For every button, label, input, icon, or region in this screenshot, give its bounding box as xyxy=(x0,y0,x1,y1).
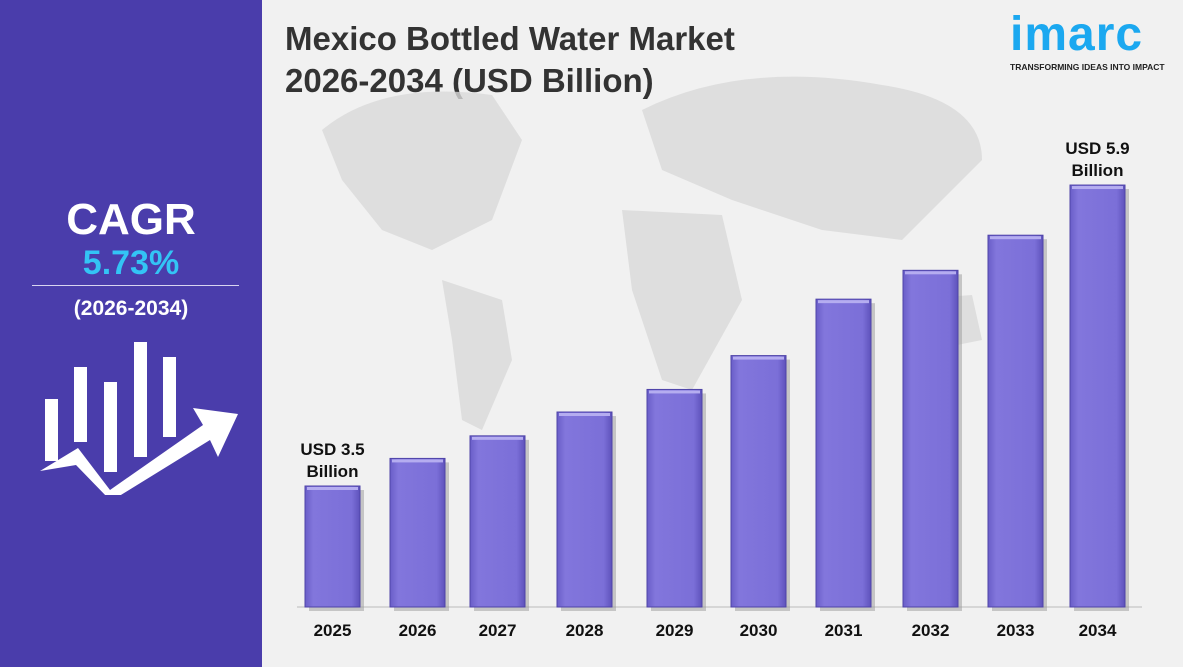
divider xyxy=(32,285,239,286)
chart-title-line-1: Mexico Bottled Water Market xyxy=(285,20,735,57)
data-label: USD 3.5 xyxy=(300,440,364,459)
x-tick-label: 2028 xyxy=(566,621,604,640)
data-label: Billion xyxy=(307,462,359,481)
growth-chart-arrow-icon xyxy=(40,342,238,495)
bar-highlight xyxy=(649,390,700,394)
bar-2033 xyxy=(987,234,1044,608)
logo-tagline: TRANSFORMING IDEAS INTO IMPACT xyxy=(1010,62,1165,72)
bar-highlight xyxy=(392,459,443,463)
bar-2025 xyxy=(304,485,361,608)
x-tick-label: 2032 xyxy=(912,621,950,640)
imarc-logo: imarc TRANSFORMING IDEAS INTO IMPACT xyxy=(1010,8,1170,73)
logo-word: imarc xyxy=(1010,8,1144,61)
x-tick-label: 2027 xyxy=(479,621,517,640)
bar-highlight xyxy=(733,356,784,360)
bar-highlight xyxy=(818,300,869,304)
chart-title: Mexico Bottled Water Market 2026-2034 (U… xyxy=(285,18,735,102)
bar-2031 xyxy=(815,298,872,608)
x-tick-label: 2029 xyxy=(656,621,694,640)
bar-2030 xyxy=(730,355,787,608)
bar-highlight xyxy=(990,236,1041,240)
x-tick-label: 2033 xyxy=(997,621,1035,640)
x-tick-label: 2025 xyxy=(314,621,352,640)
x-tick-label: 2026 xyxy=(399,621,437,640)
bar-highlight xyxy=(472,436,523,440)
world-map-background xyxy=(322,76,982,430)
bar-2034 xyxy=(1069,184,1126,608)
bar-2029 xyxy=(646,388,703,608)
cagr-period: (2026-2034) xyxy=(73,297,189,320)
bar-2028 xyxy=(556,411,613,608)
x-tick-label: 2030 xyxy=(740,621,778,640)
bar-2027 xyxy=(469,435,526,608)
bar-chart: 2025 2026 2027 2028 2029 2030 2031 2032 2033 2034… xyxy=(297,76,1142,640)
x-tick-label: 2034 xyxy=(1079,621,1117,640)
bar-highlight xyxy=(1072,186,1123,190)
x-tick-label: 2031 xyxy=(825,621,863,640)
data-label: Billion xyxy=(1072,161,1124,180)
cagr-label: CAGR xyxy=(66,195,196,244)
bar-2026 xyxy=(389,457,446,608)
bar-highlight xyxy=(905,271,956,275)
data-label: USD 5.9 xyxy=(1065,139,1129,158)
bar-highlight xyxy=(307,487,358,490)
cagr-value: 5.73% xyxy=(82,244,180,282)
bar-2032 xyxy=(902,269,959,608)
bar-highlight xyxy=(559,413,610,417)
sidebar-panel: CAGR 5.73% (2026-2034) xyxy=(0,0,262,667)
